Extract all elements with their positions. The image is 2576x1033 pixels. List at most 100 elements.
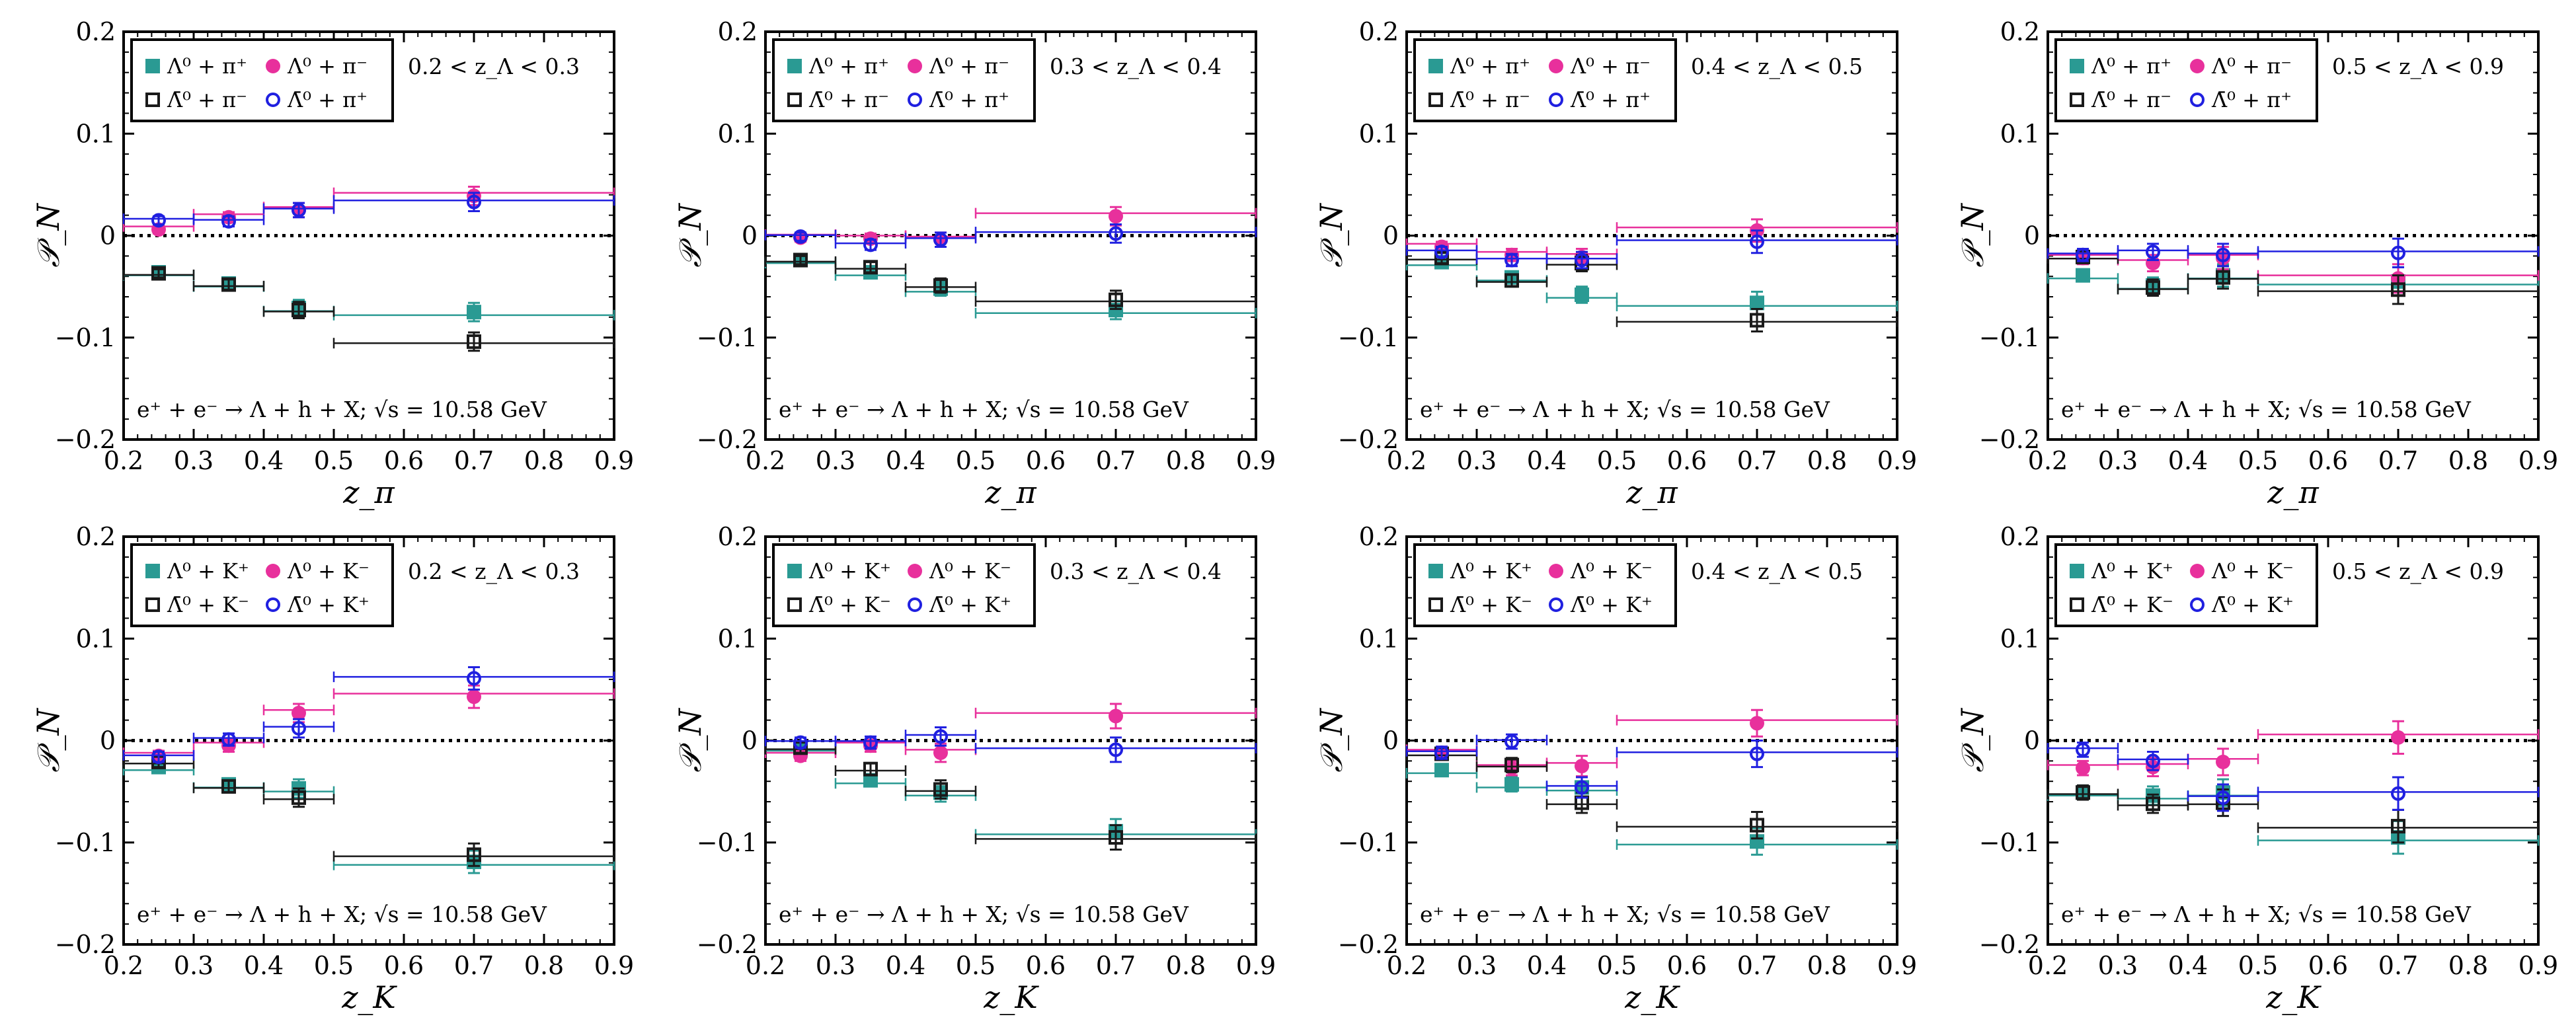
series-1 [2047,720,2540,777]
filled-square-marker [2070,59,2084,73]
x-tick-label: 0.7 [1737,951,1777,980]
open-square-marker [145,93,160,107]
data-point [2146,796,2160,812]
data-point [1750,295,1764,311]
x-tick-label: 0.5 [314,951,354,980]
x-tick-label: 0.8 [524,446,564,475]
x-tick-label: 0.2 [104,446,143,475]
z-range-label: 0.5 < z_Λ < 0.9 [2332,558,2504,585]
data-point [2076,742,2090,757]
data-point [151,213,166,228]
legend-label: Λ̄⁰ + π⁻ [167,87,247,112]
data-point [2076,761,2090,776]
x-tick-label: 0.3 [174,951,214,980]
legend-label: Λ⁰ + K⁻ [287,558,370,584]
x-axis-label: z_K [2265,979,2322,1015]
series-3 [2047,237,2540,268]
x-tick-label: 0.8 [1166,446,1206,475]
x-tick-label: 0.4 [244,446,284,475]
process-label: e⁺ + e⁻ → Λ + h + X; √s = 10.58 GeV [779,901,1189,927]
x-tick-label: 0.7 [1096,951,1136,980]
data-point [292,790,306,805]
y-tick-label: 0.2 [1359,17,1399,46]
z-range-label: 0.3 < z_Λ < 0.4 [1050,54,1222,80]
x-tick-label: 0.3 [816,951,855,980]
process-label: e⁺ + e⁻ → Λ + h + X; √s = 10.58 GeV [1420,397,1830,422]
y-tick-label: −0.2 [697,930,758,959]
data-point [221,277,236,292]
legend-frame [772,543,1036,627]
z-range-label: 0.4 < z_Λ < 0.5 [1691,54,1863,80]
data-point [933,729,948,744]
x-tick-label: 0.2 [104,951,143,980]
x-tick-label: 0.6 [1667,446,1707,475]
x-tick-label: 0.8 [2448,951,2488,980]
y-axis-label: 𝒫_N [30,203,66,268]
data-point [1434,763,1449,778]
x-tick-label: 0.9 [1236,951,1276,980]
legend-frame [2054,543,2318,627]
data-point [2216,754,2230,769]
x-tick-label: 0.8 [2448,446,2488,475]
legend-label: Λ̄⁰ + K⁻ [1450,592,1532,617]
data-point [863,735,878,750]
y-tick-label: −0.2 [1338,425,1399,454]
x-tick-label: 0.4 [2168,951,2208,980]
filled-circle-marker [908,59,922,73]
data-point [2216,790,2230,805]
z-range-label: 0.2 < z_Λ < 0.3 [408,54,580,80]
data-point [1504,252,1519,268]
data-point [292,202,306,217]
x-tick-label: 0.3 [816,446,855,475]
series-3 [2047,742,2540,812]
legend-frame [772,38,1036,122]
x-axis-label: z_π [984,475,1036,510]
legend-frame [1413,543,1677,627]
data-point [151,266,166,281]
series-0 [1405,763,1898,856]
data-point [292,705,306,720]
y-tick-label: −0.1 [1979,828,2040,857]
x-tick-label: 0.6 [1026,951,1066,980]
y-axis-label: 𝒫_N [672,203,708,268]
open-circle-marker [2190,597,2205,612]
x-tick-label: 0.3 [2098,951,2138,980]
data-point [1575,759,1589,774]
data-point [2391,282,2405,297]
data-point [2146,245,2160,260]
legend-label: Λ̄⁰ + π⁻ [1450,87,1530,112]
x-tick-label: 0.9 [1236,446,1276,475]
x-axis-label: z_K [341,979,397,1015]
panel-0-3: 0.2 0.3 0.4 0.5 0.6 0.7 0.8 0.9 0.2 0.1 0 −0.1 −0.2 z… [1955,17,2558,510]
data-point [467,689,481,705]
filled-square-marker [787,59,802,73]
y-tick-label: 0 [100,221,116,250]
process-label: e⁺ + e⁻ → Λ + h + X; √s = 10.58 GeV [2061,901,2472,927]
data-point [1504,777,1519,792]
data-point [2146,753,2160,769]
x-tick-label: 0.3 [2098,446,2138,475]
z-range-label: 0.2 < z_Λ < 0.3 [408,558,580,585]
x-tick-label: 0.4 [886,446,925,475]
legend-label: Λ⁰ + K⁻ [929,558,1011,584]
x-tick-label: 0.6 [1026,446,1066,475]
legend-label: Λ̄⁰ + π⁻ [2091,87,2171,112]
y-tick-label: 0.1 [1359,624,1399,653]
data-point [1109,292,1123,307]
legend-label: Λ⁰ + π⁺ [1450,54,1530,79]
x-tick-label: 0.8 [1807,446,1847,475]
legend-label: Λ̄⁰ + π⁺ [929,87,1009,112]
x-tick-label: 0.5 [956,446,995,475]
y-tick-label: −0.2 [697,425,758,454]
y-tick-label: 0.1 [76,119,116,148]
filled-circle-marker [1549,564,1563,578]
data-point [933,278,948,293]
y-axis-label: 𝒫_N [672,708,708,773]
open-circle-marker [266,93,280,107]
legend-label: Λ⁰ + π⁺ [167,54,247,79]
x-tick-label: 0.4 [2168,446,2208,475]
process-label: e⁺ + e⁻ → Λ + h + X; √s = 10.58 GeV [2061,397,2472,422]
data-point [467,671,481,686]
x-axis-label: z_π [2267,475,2319,510]
data-point [1504,273,1519,288]
